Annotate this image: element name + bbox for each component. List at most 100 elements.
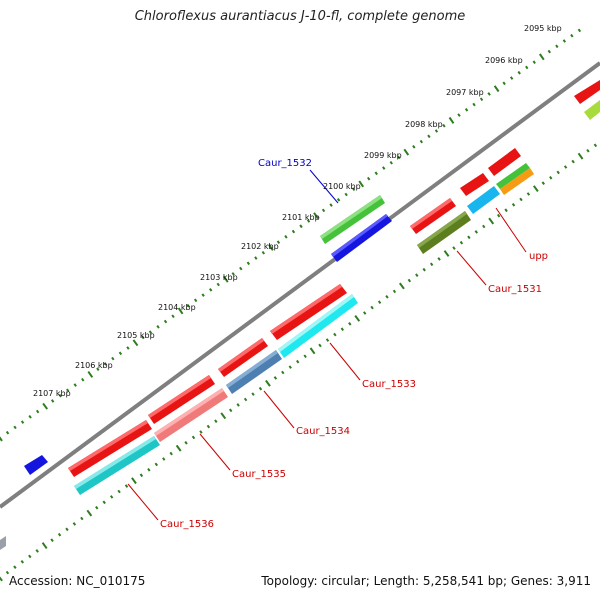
ruler-dot [415,273,419,277]
gene-label-caur1532[interactable]: Caur_1532 [258,158,312,169]
tick-label-2102: 2102 kbp [241,242,279,251]
ruler-dot [72,522,77,526]
ruler-dot [265,379,271,387]
ruler-dot [80,516,84,521]
gene-label-caur1533[interactable]: Caur_1533 [362,379,416,390]
gene-grey-edge[interactable] [0,536,6,550]
ruler-dot [448,116,455,124]
ruler-dot [148,330,153,334]
ruler-dot [487,92,491,96]
gene-caur1532-blue[interactable] [331,214,392,262]
gene-label-caur1536[interactable]: Caur_1536 [160,519,214,530]
ruler-dot [295,359,300,364]
ruler-dot [482,224,486,229]
ruler-dot [65,527,69,532]
ruler-dot [66,388,70,393]
ruler-dot [281,370,285,375]
ruler-dot [541,181,546,185]
ruler-dot [251,392,255,396]
gene-orange-small[interactable] [500,168,534,195]
ruler-dot [288,365,292,369]
ruler-dot [392,289,397,294]
ruler-dot [457,113,461,117]
gene-upp-red-2[interactable] [460,173,489,196]
ruler-dot [58,393,62,398]
ruler-dot [117,489,121,494]
ruler-dot [87,371,94,378]
gene-caur1533-fwd[interactable] [270,284,347,340]
ruler-dot [467,235,471,240]
tick-label-2105: 2105 kbp [117,331,155,340]
outer-ruler [0,28,582,442]
leader-caur1535 [199,433,231,471]
gene-caur1531[interactable] [417,211,471,254]
ruler-dot [169,451,173,456]
ruler-dot [284,235,288,239]
gene-label-caur1531[interactable]: Caur_1531 [488,284,542,295]
ruler-dot [291,229,296,234]
ruler-dot [103,362,108,366]
gene-label-upp[interactable]: upp [529,251,548,262]
ruler-dot [571,159,575,164]
ruler-dot [276,240,281,244]
gene-fwd-red-top[interactable] [574,80,600,104]
ruler-dot [246,261,251,266]
ruler-dot [593,143,598,148]
ruler-dot [502,81,506,86]
gene-label-caur1534[interactable]: Caur_1534 [296,426,350,437]
ruler-dot [547,49,552,54]
gene-fwd-blue-small[interactable] [24,455,48,475]
ruler-dot [562,39,567,43]
tick-label-2099: 2099 kbp [364,151,402,160]
gene-fwd-red-2[interactable] [218,338,268,377]
ruler-dot [370,305,374,310]
ruler-dot [538,53,545,61]
gene-caur1535[interactable] [154,388,228,442]
ruler-dot [336,198,341,202]
ruler-dot [474,230,479,234]
ruler-dot [407,278,412,283]
gene-label-caur1535[interactable]: Caur_1535 [232,469,286,480]
ruler-dot [131,477,137,485]
ruler-dot [86,509,93,517]
ruler-dot [216,282,220,287]
gene-yellow-top[interactable] [584,100,600,120]
ruler-dot [412,145,416,149]
ruler-dot [464,108,469,112]
ruler-dot [177,307,184,315]
ruler-dot [171,314,175,319]
ruler-dot [517,70,521,75]
ruler-dot [175,444,182,452]
ruler-dot [41,542,48,549]
ruler-dot [504,208,508,213]
gene-upp[interactable] [467,186,500,214]
gene-caur1536[interactable] [74,436,160,495]
ruler-dot [239,266,243,271]
ruler-dot [479,97,484,102]
gene-fwd-red-3[interactable] [148,375,215,424]
ruler-dot [459,240,464,245]
ruler-dot [309,347,316,355]
gene-upp-red-3[interactable] [488,148,521,176]
gene-caur1532[interactable] [320,195,385,244]
leader-caur1533 [329,342,361,381]
ruler-dot [333,332,337,337]
gene-caur1534[interactable] [226,350,282,394]
ruler-dot [313,212,319,220]
gene-green-small[interactable] [496,163,530,189]
ruler-dot [42,402,49,410]
ruler-dot [403,148,410,156]
gene-fwd-red-4[interactable] [68,420,152,477]
ruler-dot [13,425,17,430]
ruler-dot [351,187,356,191]
gene-upp-red-1[interactable] [410,198,456,234]
ruler-dot [28,415,32,419]
ruler-dot [422,267,426,272]
gene-caur1533[interactable] [278,294,358,358]
ruler-dot [443,250,450,257]
ruler-dot [111,356,115,361]
ruler-dot [340,327,345,331]
ruler-dot [382,166,386,170]
ruler-dot [374,171,378,176]
